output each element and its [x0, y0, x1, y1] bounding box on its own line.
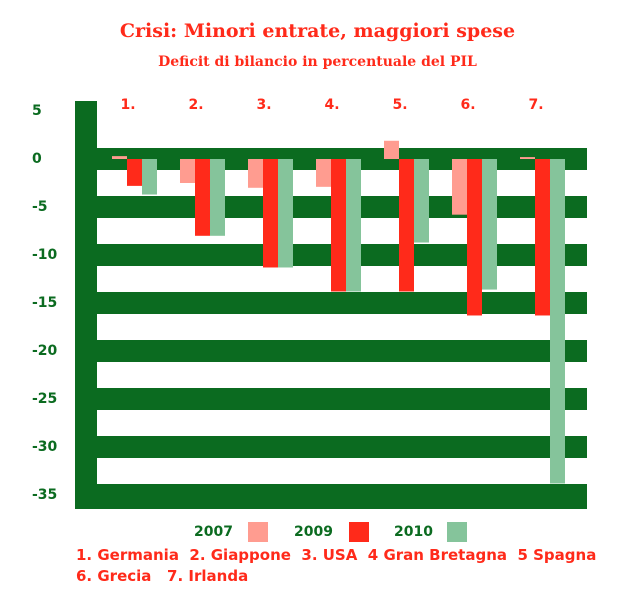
y-tick-label: -25 — [32, 391, 57, 407]
bar-2010-1 — [142, 159, 157, 195]
band-h-7 — [75, 484, 587, 509]
y-tick-label: -10 — [32, 247, 58, 263]
legend-swatch-2010 — [447, 522, 467, 542]
legend-label-2010: 2010 — [394, 524, 433, 540]
bar-2009-7 — [535, 159, 550, 316]
y-tick-label: 0 — [32, 151, 42, 167]
y-tick-label: -20 — [32, 343, 58, 359]
bar-2009-6 — [467, 159, 482, 316]
chart-title: Crisi: Minori entrate, maggiori spese — [119, 20, 516, 42]
bar-2010-6 — [482, 159, 497, 290]
bar-2010-2 — [210, 159, 225, 236]
bar-2007-4 — [316, 159, 331, 187]
bar-2007-5 — [384, 140, 399, 159]
y-tick-label: -15 — [32, 295, 57, 311]
band-h-4 — [75, 340, 587, 362]
bar-2007-2 — [180, 159, 195, 183]
chart-bars — [112, 140, 565, 484]
legend-swatch-2009 — [349, 522, 369, 542]
bar-2010-4 — [346, 159, 361, 292]
bar-2009-1 — [127, 159, 142, 186]
bar-2009-5 — [399, 159, 414, 292]
band-h-6 — [75, 436, 587, 458]
country-key-line-1: 1. Germania 2. Giappone 3. USA 4 Gran Br… — [76, 546, 597, 564]
legend-label-2009: 2009 — [294, 524, 333, 540]
legend-swatch-2007 — [248, 522, 268, 542]
band-h-5 — [75, 388, 587, 410]
bar-2009-2 — [195, 159, 210, 236]
category-label: 7. — [528, 97, 543, 113]
bar-2010-5 — [414, 159, 429, 243]
bar-2009-4 — [331, 159, 346, 292]
bar-2007-6 — [452, 159, 467, 215]
bar-2010-7 — [550, 159, 565, 484]
legend-label-2007: 2007 — [194, 524, 233, 540]
category-label: 4. — [324, 97, 339, 113]
chart-subtitle: Deficit di bilancio in percentuale del P… — [158, 54, 477, 70]
bar-2007-3 — [248, 159, 263, 188]
category-label: 6. — [460, 97, 475, 113]
bar-2007-7 — [520, 157, 535, 159]
y-tick-label: -30 — [32, 439, 58, 455]
bar-2009-3 — [263, 159, 278, 268]
y-tick-label: -5 — [32, 199, 48, 215]
category-label: 2. — [188, 97, 203, 113]
country-key-line-2: 6. Grecia 7. Irlanda — [76, 567, 249, 585]
bar-2010-3 — [278, 159, 293, 268]
band-h-3 — [75, 292, 587, 314]
category-label: 5. — [392, 97, 407, 113]
y-axis-ticks: 5 0 -5 -10 -15 -20 -25 -30 -35 — [32, 103, 58, 503]
y-tick-label: 5 — [32, 103, 42, 119]
category-label: 3. — [256, 97, 271, 113]
category-label: 1. — [120, 97, 135, 113]
category-labels: 1. 2. 3. 4. 5. 6. 7. — [120, 97, 543, 113]
y-tick-label: -35 — [32, 487, 57, 503]
bar-2007-1 — [112, 156, 127, 159]
